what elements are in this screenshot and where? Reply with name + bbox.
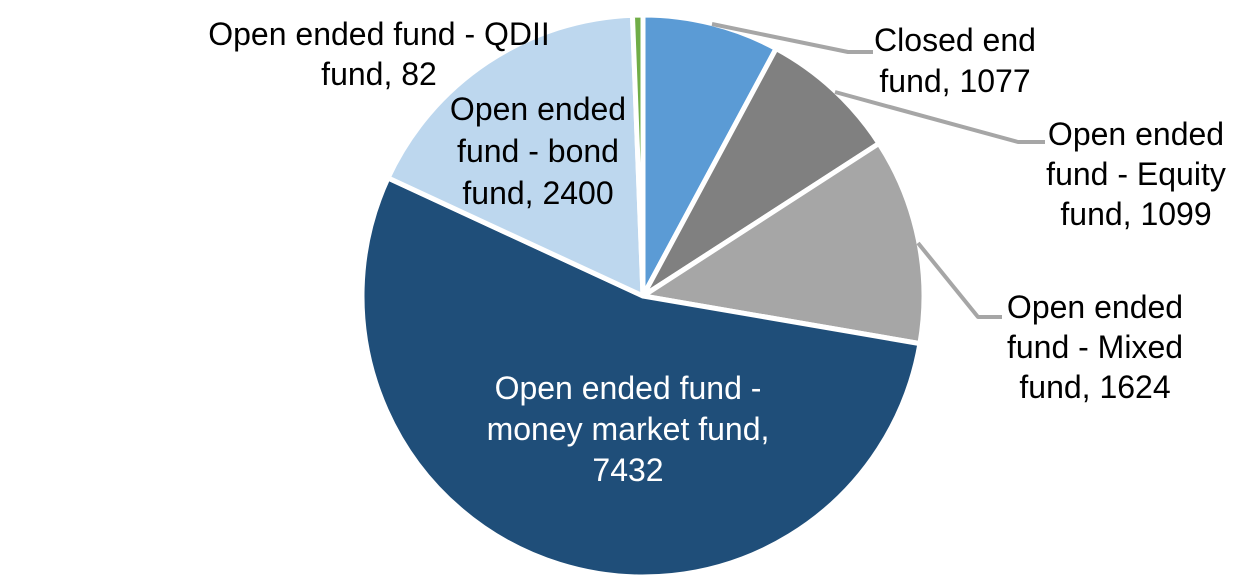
leader-line-equity-fund	[834, 90, 1045, 144]
data-label-line: Open ended	[1048, 116, 1224, 152]
data-label-qdii-fund: Open ended fund - QDII fund, 82	[208, 16, 550, 92]
pie-slice-mixed-fund	[640, 140, 927, 347]
data-label-bond-fund: Open ended fund - bond fund, 2400	[450, 91, 626, 211]
data-label-line: fund, 1077	[879, 63, 1030, 99]
data-label-line: fund, 82	[321, 56, 437, 92]
leader-line-mixed-fund	[916, 241, 1002, 319]
pie-slice-closed-end-fund	[640, 12, 779, 299]
data-label-line: Closed end	[874, 22, 1036, 58]
data-label-line: fund, 2400	[462, 175, 613, 211]
data-label-equity-fund: Open ended fund - Equity fund, 1099	[1046, 116, 1226, 232]
data-label-money-market-fund: Open ended fund - money market fund, 7432	[487, 370, 770, 488]
pie-slice-money-market-fund	[359, 175, 923, 580]
data-label-closed-end-fund: Closed end fund, 1077	[874, 22, 1036, 99]
data-label-line: Open ended fund - QDII	[208, 16, 550, 52]
data-label-line: money market fund,	[487, 411, 770, 447]
data-label-line: fund, 1099	[1060, 196, 1211, 232]
data-label-line: fund, 1624	[1019, 369, 1170, 405]
data-label-line: fund - Mixed	[1007, 329, 1183, 365]
data-label-line: Open ended	[450, 91, 626, 127]
pie-slice-bond-fund	[385, 12, 646, 299]
data-label-line: Open ended fund -	[495, 370, 762, 406]
leader-line-closed-end-fund	[711, 22, 873, 54]
data-label-line: Open ended	[1007, 289, 1183, 325]
pie-slice-qdii-fund	[629, 12, 646, 299]
pie-slices-group	[359, 12, 927, 580]
pie-slice-equity-fund	[640, 46, 882, 299]
data-label-line: fund - Equity	[1046, 156, 1226, 192]
leader-lines-group	[711, 22, 1045, 319]
data-labels-group: Closed end fund, 1077 Open ended fund - Equ…	[208, 16, 1226, 488]
data-label-line: 7432	[592, 452, 663, 488]
data-label-mixed-fund: Open ended fund - Mixed fund, 1624	[1007, 289, 1183, 405]
data-label-line: fund - bond	[457, 133, 619, 169]
